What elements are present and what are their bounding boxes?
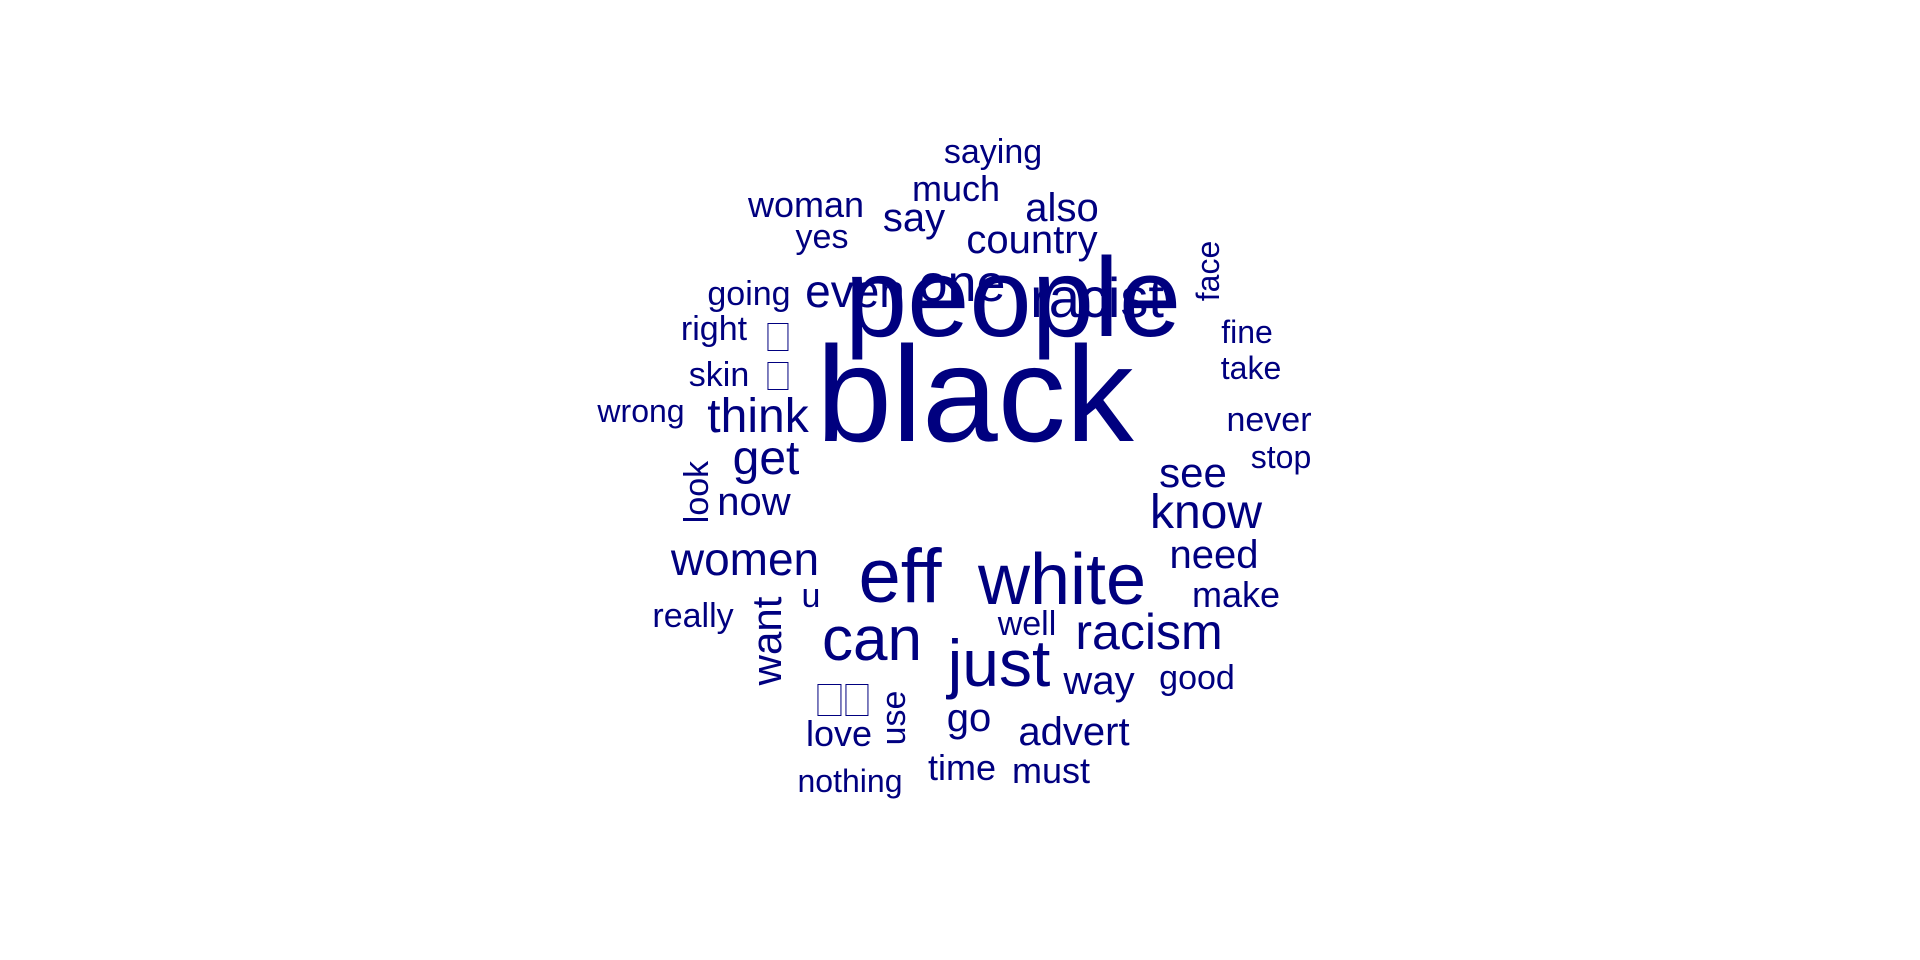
word-use: use xyxy=(875,690,913,746)
word-really: really xyxy=(652,597,734,635)
word-right: right xyxy=(680,310,748,348)
word-u: u xyxy=(801,577,821,615)
word-skin: skin xyxy=(688,356,750,394)
word-women: women xyxy=(670,533,820,585)
word-look: look xyxy=(678,460,716,524)
word-good: good xyxy=(1159,659,1235,697)
word-also: also xyxy=(1025,186,1099,230)
missing-glyph-2 xyxy=(765,357,790,391)
word-eff: eff xyxy=(858,534,942,619)
word-racist: racist xyxy=(1030,266,1164,329)
word-think: think xyxy=(707,390,809,443)
word-just: just xyxy=(947,626,1051,700)
word-going: going xyxy=(707,275,791,313)
word-saying: saying xyxy=(943,133,1043,171)
word-say: say xyxy=(882,196,946,240)
word-want: want xyxy=(743,596,790,686)
word-see: see xyxy=(1159,449,1227,496)
word-stop: stop xyxy=(1250,439,1312,475)
word-people: people xyxy=(844,235,1182,360)
word-much: much xyxy=(911,168,1001,209)
word-get: get xyxy=(732,432,800,485)
word-white: white xyxy=(977,540,1147,620)
word-well: well xyxy=(997,605,1057,643)
word-love: love xyxy=(805,713,873,754)
word-yes: yes xyxy=(795,218,849,256)
word-woman: woman xyxy=(747,184,865,225)
word-even: even xyxy=(805,265,905,317)
word-must: must xyxy=(1011,750,1091,791)
word-now: now xyxy=(717,480,791,524)
word-make: make xyxy=(1191,574,1281,615)
word-never: never xyxy=(1226,401,1312,439)
word-country: country xyxy=(966,218,1098,262)
word-need: need xyxy=(1169,533,1259,577)
word-fine: fine xyxy=(1221,314,1273,350)
word-racism: racism xyxy=(1075,604,1223,660)
word-time: time xyxy=(927,747,997,788)
missing-glyph-1 xyxy=(765,318,790,352)
word-face: face xyxy=(1190,240,1226,302)
missing-glyph-pair xyxy=(815,679,870,717)
word-nothing: nothing xyxy=(797,763,903,799)
word-know: know xyxy=(1149,486,1263,539)
word-way: way xyxy=(1063,659,1135,703)
word-black: black xyxy=(816,318,1134,470)
word-take: take xyxy=(1220,350,1282,386)
word-can: can xyxy=(822,605,922,674)
word-wrong: wrong xyxy=(597,393,685,429)
word-one: one xyxy=(918,255,1006,313)
word-go: go xyxy=(946,696,992,740)
word-advert: advert xyxy=(1018,710,1130,754)
